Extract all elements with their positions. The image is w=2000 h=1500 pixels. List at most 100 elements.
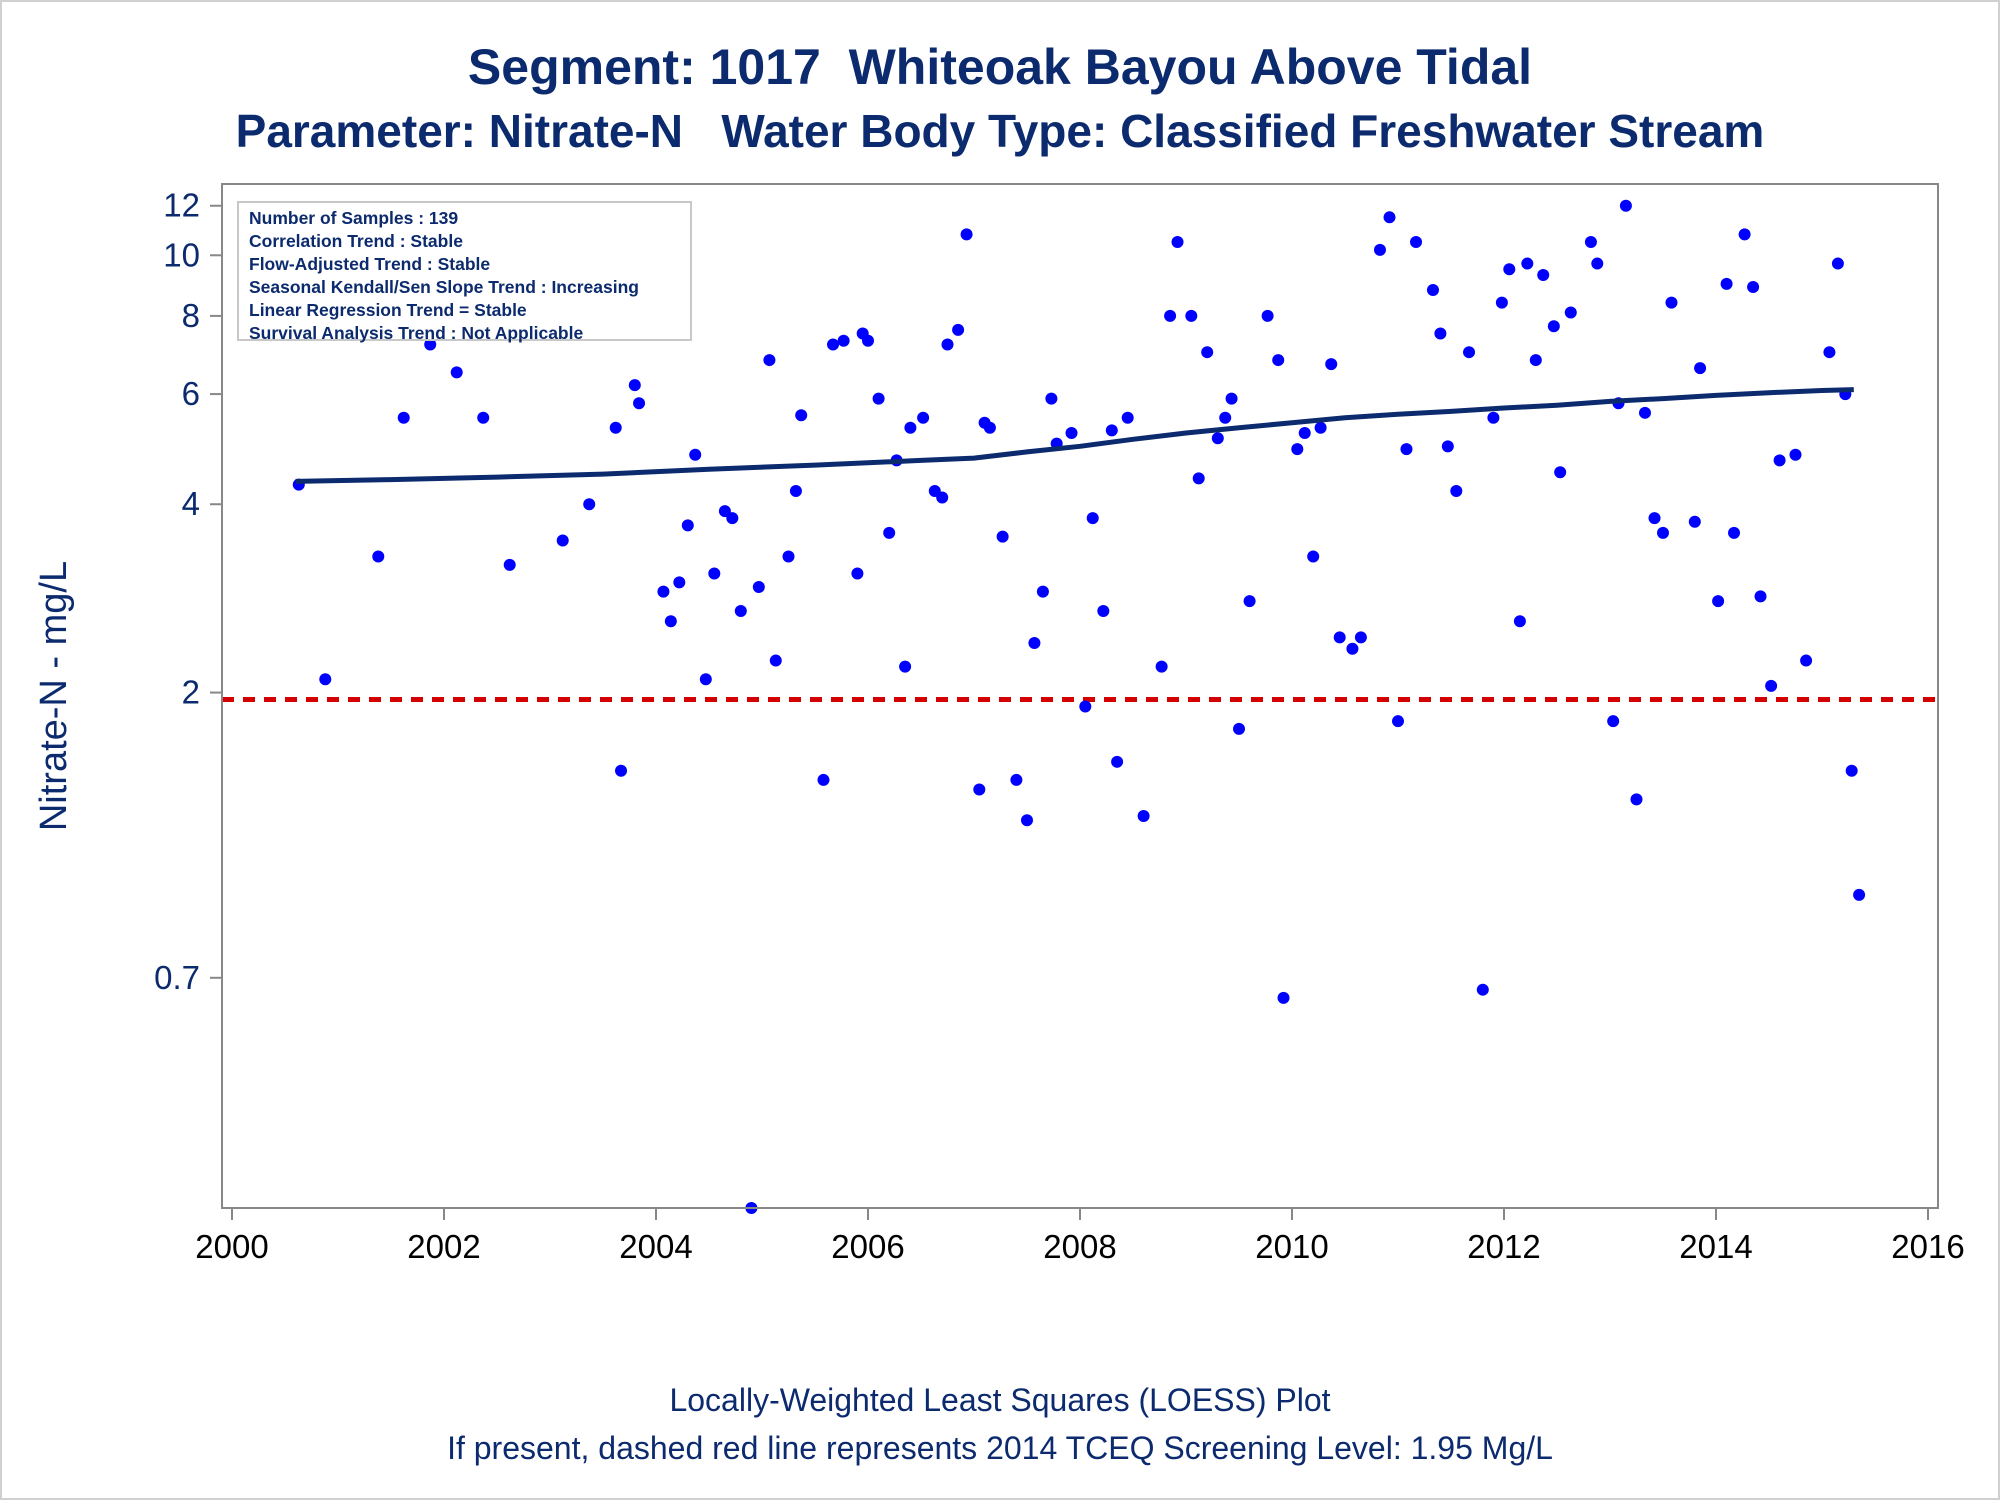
data-point [1495, 296, 1508, 309]
data-point [1434, 327, 1447, 340]
data-point [1410, 236, 1423, 249]
data-point [1383, 211, 1396, 224]
data-point [1630, 793, 1643, 806]
data-point [996, 530, 1009, 543]
data-point [752, 580, 765, 593]
data-point [1853, 888, 1866, 901]
chart-title: Segment: 1017 Whiteoak Bayou Above Tidal [467, 39, 1533, 95]
x-tick-label: 2004 [619, 1228, 692, 1265]
data-point [1800, 654, 1813, 667]
data-point [1831, 257, 1844, 270]
data-point [789, 484, 802, 497]
data-point [1547, 320, 1560, 333]
data-point [1291, 443, 1304, 456]
data-point [763, 354, 776, 367]
data-point [1747, 280, 1760, 293]
data-point [1688, 515, 1701, 528]
data-point [883, 526, 896, 539]
data-point [1392, 715, 1404, 728]
data-point [708, 567, 721, 580]
data-point [1441, 440, 1454, 453]
data-point [1426, 284, 1439, 297]
x-tick-label: 2014 [1679, 1228, 1752, 1265]
data-point [633, 397, 646, 410]
data-point [734, 605, 747, 618]
data-point [983, 421, 996, 434]
data-point [1584, 236, 1597, 249]
data-point [1211, 432, 1224, 445]
data-point [904, 421, 917, 434]
data-point [1164, 309, 1177, 322]
data-point [1537, 269, 1550, 282]
data-point [1657, 526, 1669, 539]
data-point [1105, 424, 1118, 437]
data-point [1765, 679, 1778, 692]
data-point [1845, 764, 1858, 777]
data-point [689, 448, 702, 461]
data-point [1773, 454, 1786, 467]
data-point [477, 411, 490, 424]
y-tick-label: 12 [163, 187, 200, 224]
stat-line-correlation: Correlation Trend : Stable [249, 231, 463, 251]
x-tick-label: 2006 [831, 1228, 904, 1265]
data-point [1261, 309, 1274, 322]
data-point [1225, 392, 1238, 405]
data-point [1010, 773, 1023, 786]
data-point [1155, 660, 1168, 673]
y-tick-label: 6 [182, 375, 200, 412]
data-point [1648, 512, 1661, 525]
x-tick-label: 2016 [1891, 1228, 1964, 1265]
y-tick-label: 4 [182, 485, 200, 522]
data-point [664, 615, 677, 628]
data-point [782, 550, 795, 563]
data-point [1086, 512, 1099, 525]
data-point [899, 660, 912, 673]
data-point [1591, 257, 1604, 270]
data-point [1065, 426, 1078, 439]
data-point [1036, 585, 1049, 598]
data-point [1021, 814, 1033, 827]
data-point [1233, 722, 1245, 735]
trend-statistics-box: Number of Samples : 139 Correlation Tren… [237, 201, 692, 343]
data-point [1298, 426, 1311, 439]
data-point [609, 421, 622, 434]
x-tick-label: 2012 [1467, 1228, 1540, 1265]
x-tick-label: 2010 [1255, 1228, 1328, 1265]
data-point [1665, 296, 1678, 309]
stat-line-survival: Survival Analysis Trend : Not Applicable [249, 323, 584, 343]
data-point [769, 654, 782, 667]
data-point [1028, 637, 1041, 650]
data-point [1463, 346, 1476, 359]
data-point [1333, 631, 1346, 644]
data-point [1400, 443, 1413, 456]
stat-line-linear-regression: Linear Regression Trend = Stable [249, 300, 527, 320]
data-point [699, 673, 712, 686]
footnote-loess: Locally-Weighted Least Squares (LOESS) P… [669, 1382, 1331, 1418]
stat-line-flow-adjusted: Flow-Adjusted Trend : Stable [249, 254, 491, 274]
data-point [1185, 309, 1198, 322]
data-point [1111, 755, 1124, 768]
data-point [424, 338, 437, 351]
data-point [726, 512, 739, 525]
stat-line-seasonal-kendall: Seasonal Kendall/Sen Slope Trend : Incre… [249, 277, 639, 297]
data-point [960, 228, 973, 241]
data-point [1529, 354, 1542, 367]
data-point [1201, 346, 1214, 359]
data-point [795, 409, 808, 422]
data-point [1373, 243, 1386, 256]
y-tick-label: 2 [182, 674, 200, 711]
data-point [1243, 595, 1256, 608]
data-point [952, 323, 965, 336]
data-point [673, 576, 686, 589]
data-point [1354, 631, 1367, 644]
x-tick-label: 2002 [407, 1228, 480, 1265]
stat-line-samples: Number of Samples : 139 [249, 208, 459, 228]
data-point [615, 764, 628, 777]
data-point [851, 567, 864, 580]
y-tick-label: 10 [163, 236, 200, 273]
data-point [1738, 228, 1751, 241]
data-point [1307, 550, 1320, 563]
data-point [837, 334, 850, 347]
